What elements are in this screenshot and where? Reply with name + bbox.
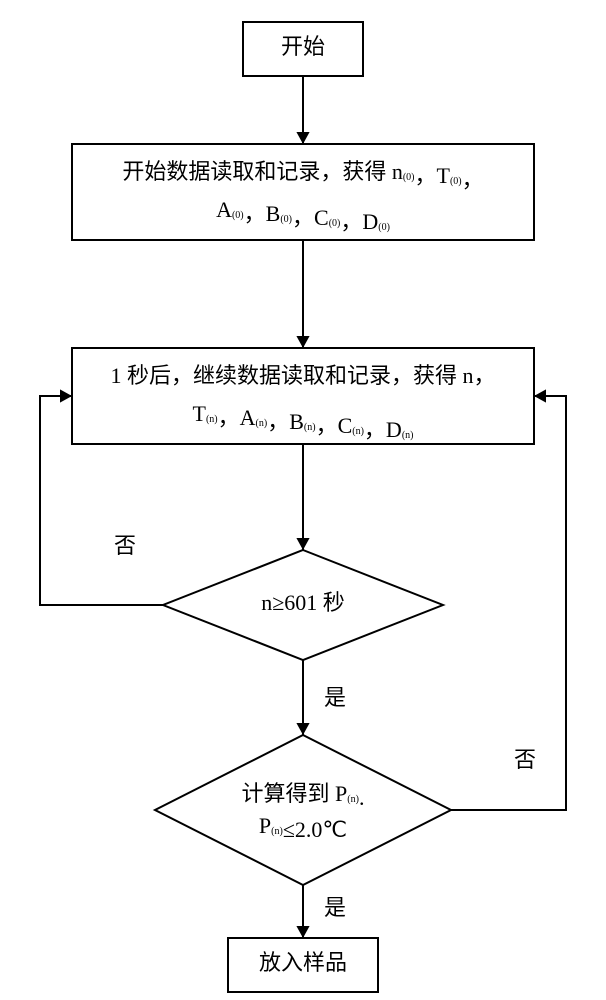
edge-label: 否 [514, 747, 536, 772]
svg-text:1 秒后，继续数据读取和记录，获得 n，: 1 秒后，继续数据读取和记录，获得 n， [110, 363, 495, 388]
connector [451, 396, 566, 810]
svg-text:放入样品: 放入样品 [259, 950, 347, 975]
svg-text:计算得到 P(n).: 计算得到 P(n). [242, 781, 365, 810]
edge-label: 是 [324, 895, 346, 920]
edge-label: 是 [324, 685, 346, 710]
edge-label: 否 [114, 533, 136, 558]
node-dec2 [155, 735, 451, 885]
svg-text:n≥601 秒: n≥601 秒 [261, 590, 345, 615]
flowchart: 开始开始数据读取和记录，获得 n(0)，T(0)，A(0)，B(0)，C(0)，… [0, 0, 606, 1000]
svg-text:开始: 开始 [281, 34, 325, 59]
